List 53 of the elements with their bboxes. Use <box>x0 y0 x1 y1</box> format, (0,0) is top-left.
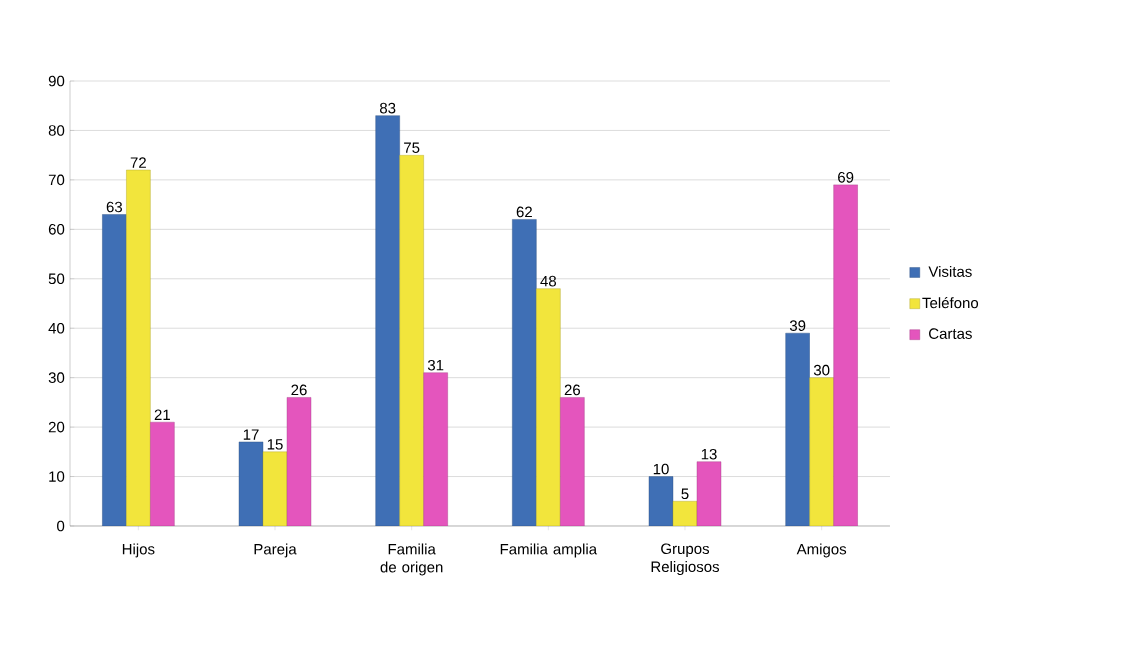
data-label: 26 <box>564 384 581 396</box>
bar <box>809 377 834 526</box>
data-label: 31 <box>427 359 444 371</box>
bar <box>126 169 151 526</box>
bar <box>399 154 424 526</box>
legend-label: Cartas <box>929 328 972 339</box>
data-label: 63 <box>106 201 123 213</box>
x-tick-label: Amigos <box>796 543 847 558</box>
y-tick-label: 20 <box>48 421 65 433</box>
y-tick-label: 70 <box>48 174 65 186</box>
y-tick-label: 40 <box>48 322 65 334</box>
bar <box>536 288 561 526</box>
bar <box>102 214 127 526</box>
data-label: 75 <box>404 142 420 153</box>
y-tick-label: 10 <box>49 471 65 482</box>
y-tick-label: 90 <box>48 75 65 87</box>
data-label: 69 <box>838 172 854 183</box>
data-label: 21 <box>154 409 170 420</box>
bar <box>696 461 722 526</box>
y-tick-label: 30 <box>48 372 65 383</box>
y-tick-label: 50 <box>48 273 65 285</box>
data-label: 30 <box>813 364 830 376</box>
bar <box>560 397 585 526</box>
data-label: 39 <box>789 320 806 331</box>
x-tick-label: Grupos Religiosos <box>651 543 720 576</box>
data-label: 17 <box>243 429 259 440</box>
data-label: 13 <box>701 448 717 460</box>
data-label: 10 <box>653 463 669 475</box>
data-label: 48 <box>540 275 557 287</box>
x-tick-label: Familia amplia <box>500 543 598 558</box>
data-label: 72 <box>130 157 146 168</box>
bar <box>512 219 537 526</box>
bar <box>785 332 810 526</box>
data-label: 62 <box>516 206 532 218</box>
y-tick-label: 0 <box>57 520 65 532</box>
bar <box>262 451 288 526</box>
data-label: 26 <box>291 384 307 396</box>
data-label: 83 <box>379 102 396 114</box>
y-tick-label: 80 <box>48 125 65 136</box>
legend-label: Teléfono <box>922 297 979 309</box>
data-label: 5 <box>681 488 689 500</box>
bar <box>150 421 175 526</box>
x-tick-label: Pareja <box>254 543 297 558</box>
data-label: 15 <box>267 439 283 450</box>
bar <box>833 184 858 526</box>
legend-label: Visitas <box>928 265 972 277</box>
x-tick-label: Hijos <box>122 543 155 558</box>
y-tick-label: 60 <box>48 224 65 235</box>
bar <box>672 501 698 526</box>
bar <box>423 372 448 526</box>
bar <box>286 397 312 526</box>
x-tick-label: Familia de origen <box>380 543 443 576</box>
bar <box>375 115 400 526</box>
